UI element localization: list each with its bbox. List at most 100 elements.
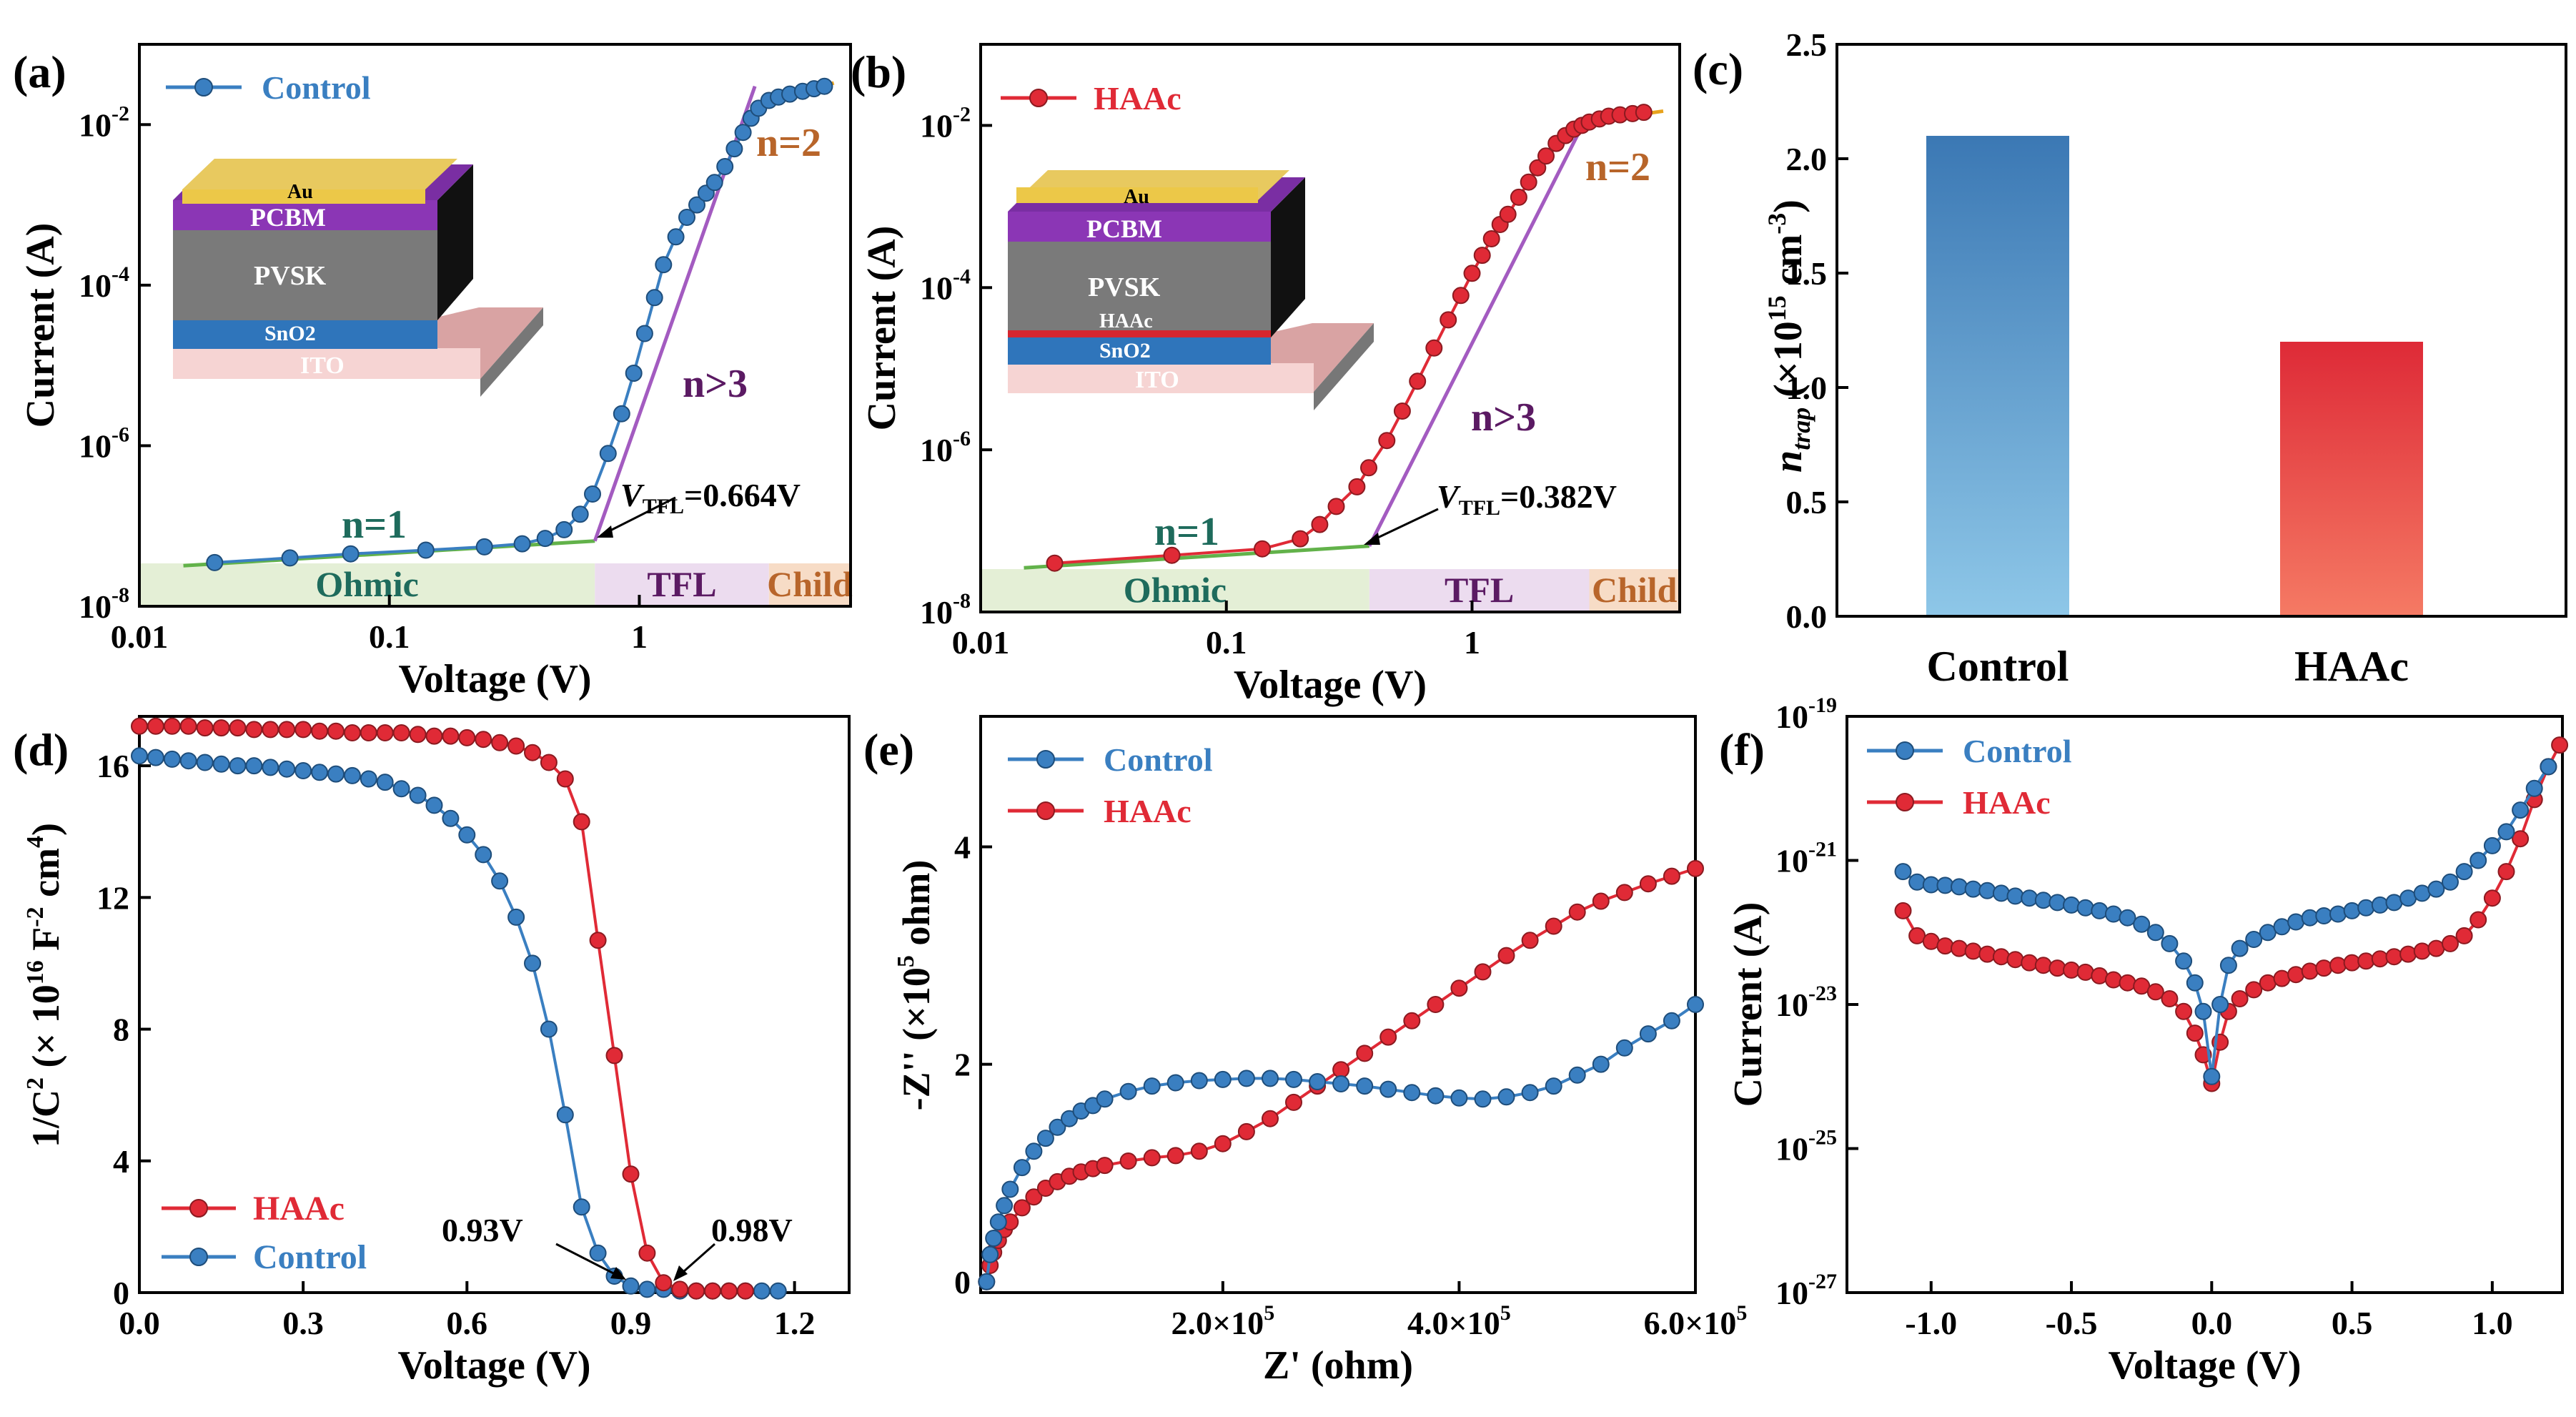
x-tick-0.6-label: 0.6 <box>447 1305 488 1341</box>
data-control-line <box>985 1003 1697 1283</box>
x-tick-2-label: 2.0×105 <box>1171 1301 1274 1341</box>
ntrap-sub: trap <box>1787 408 1815 450</box>
data-haac-point <box>147 717 164 735</box>
fit-line-0 <box>1024 544 1369 570</box>
data-haac-point <box>2161 990 2179 1007</box>
data-control-point <box>556 1106 574 1124</box>
data-haac-point <box>2273 969 2291 987</box>
data-control-point <box>1687 996 1704 1013</box>
data-haac-point <box>1013 1199 1031 1217</box>
bar-haac <box>2280 342 2423 616</box>
data-haac-point <box>409 726 427 744</box>
data-haac-point <box>2413 942 2431 960</box>
data-control-point <box>1450 1089 1468 1107</box>
data-haac-point <box>736 1282 754 1300</box>
data-control-point <box>2371 896 2389 914</box>
ntrap-rest: (×10 <box>1766 321 1810 408</box>
data-haac-point <box>524 744 541 761</box>
data-haac-point <box>688 1282 705 1300</box>
pcbm-layer <box>1008 212 1271 242</box>
nyq-exp: 5 <box>893 955 919 967</box>
vtfl-annotation-b: VTFL=0.382V <box>1437 478 1617 520</box>
legend-label-control: Control <box>253 1238 367 1276</box>
fit-line-1 <box>1367 118 1587 547</box>
data-haac-point <box>2146 983 2164 1001</box>
data-haac-point <box>1292 530 1309 548</box>
child-region <box>1589 569 1680 611</box>
data-control-point <box>2006 887 2024 905</box>
tfl-region <box>1369 569 1590 611</box>
y-tick--6-label: 10-6 <box>920 427 971 468</box>
legend-marker-haac <box>189 1199 208 1218</box>
data-haac-point <box>163 717 181 735</box>
layer-label-au: Au <box>287 181 313 203</box>
data-control-point <box>2161 934 2179 952</box>
y-tick-0.5-label: 0.5 <box>1786 484 1828 520</box>
data-control-point <box>981 1245 999 1263</box>
data-control-point <box>311 764 329 781</box>
x-tick-0.3-label: 0.3 <box>282 1305 324 1341</box>
legend-marker-control <box>1036 750 1055 769</box>
data-control-point <box>1096 1090 1114 1108</box>
data-control-point <box>2021 889 2038 907</box>
data-control-point <box>507 908 525 926</box>
data-control-point <box>343 766 361 784</box>
data-control-point <box>2329 905 2347 923</box>
stack-side-shadow <box>1271 177 1305 337</box>
data-control-point <box>985 1230 1003 1247</box>
data-haac-point <box>294 721 312 739</box>
onset-arrowhead-control <box>610 1267 626 1280</box>
data-haac-point <box>2399 945 2417 963</box>
data-haac-point <box>1482 230 1500 247</box>
data-haac-point <box>1452 287 1470 305</box>
data-control-point <box>1992 884 2010 902</box>
mott-e: ) <box>24 823 67 836</box>
data-control-point <box>769 1282 787 1300</box>
panel-label-d: (d) <box>13 724 69 775</box>
data-control-point <box>458 826 476 844</box>
data-haac-point <box>556 770 574 788</box>
au-layer <box>1016 187 1258 203</box>
sno2-layer <box>1008 337 1271 365</box>
data-control-point <box>2175 952 2193 970</box>
data-control-point <box>2186 974 2204 992</box>
data-haac-point <box>2049 959 2066 977</box>
data-control-point <box>1568 1066 1586 1084</box>
data-control-point <box>2483 836 2501 854</box>
layer-label-ito: ITO <box>1135 367 1179 393</box>
ohmic-region <box>981 569 1369 611</box>
data-control-point <box>2301 909 2319 927</box>
data-haac-point <box>1978 945 1996 963</box>
slope-label-n2: n=2 <box>756 121 821 165</box>
plot-frame-b <box>979 43 1681 613</box>
onset-label-control: 0.93V <box>442 1212 523 1248</box>
data-control-point <box>1262 1070 1279 1087</box>
data-haac-point <box>1409 372 1427 390</box>
x-ticks-b: 0.01 0.1 1 <box>952 601 1480 661</box>
data-haac-point <box>1499 205 1517 223</box>
data-haac-point <box>1687 859 1704 877</box>
x-ticks-f: -1.0 -0.5 0.0 0.5 1.0 <box>1905 1281 2513 1341</box>
y-tick-0-label: 0 <box>113 1275 129 1311</box>
data-control-point <box>1908 873 1926 891</box>
x-tick-6-label: 6.0×105 <box>1644 1301 1748 1341</box>
data-control-point <box>2357 899 2375 917</box>
data-haac-point <box>655 1274 673 1292</box>
mott-d-exp: 4 <box>22 836 49 848</box>
data-control-point <box>2540 758 2557 776</box>
x-axis-label-f: Voltage (V) <box>2108 1343 2301 1388</box>
x-axis-label-d: Voltage (V) <box>397 1343 590 1388</box>
nyq-b: ohm) <box>895 860 938 956</box>
data-control-point <box>2034 892 2052 909</box>
y-axis-label-d: 1/C2 (× 1016 F-2 cm4) <box>22 823 67 1147</box>
data-control-point <box>573 1198 590 1216</box>
au-layer <box>182 189 425 204</box>
data-control-point <box>342 545 360 563</box>
data-haac-point <box>605 1047 623 1065</box>
data-control-point <box>2133 915 2151 933</box>
y-tick--25-label-exp: -25 <box>1808 1126 1837 1150</box>
data-haac-point <box>1463 265 1481 282</box>
ntrap-n: n <box>1766 450 1810 473</box>
data-control-point <box>131 747 148 765</box>
